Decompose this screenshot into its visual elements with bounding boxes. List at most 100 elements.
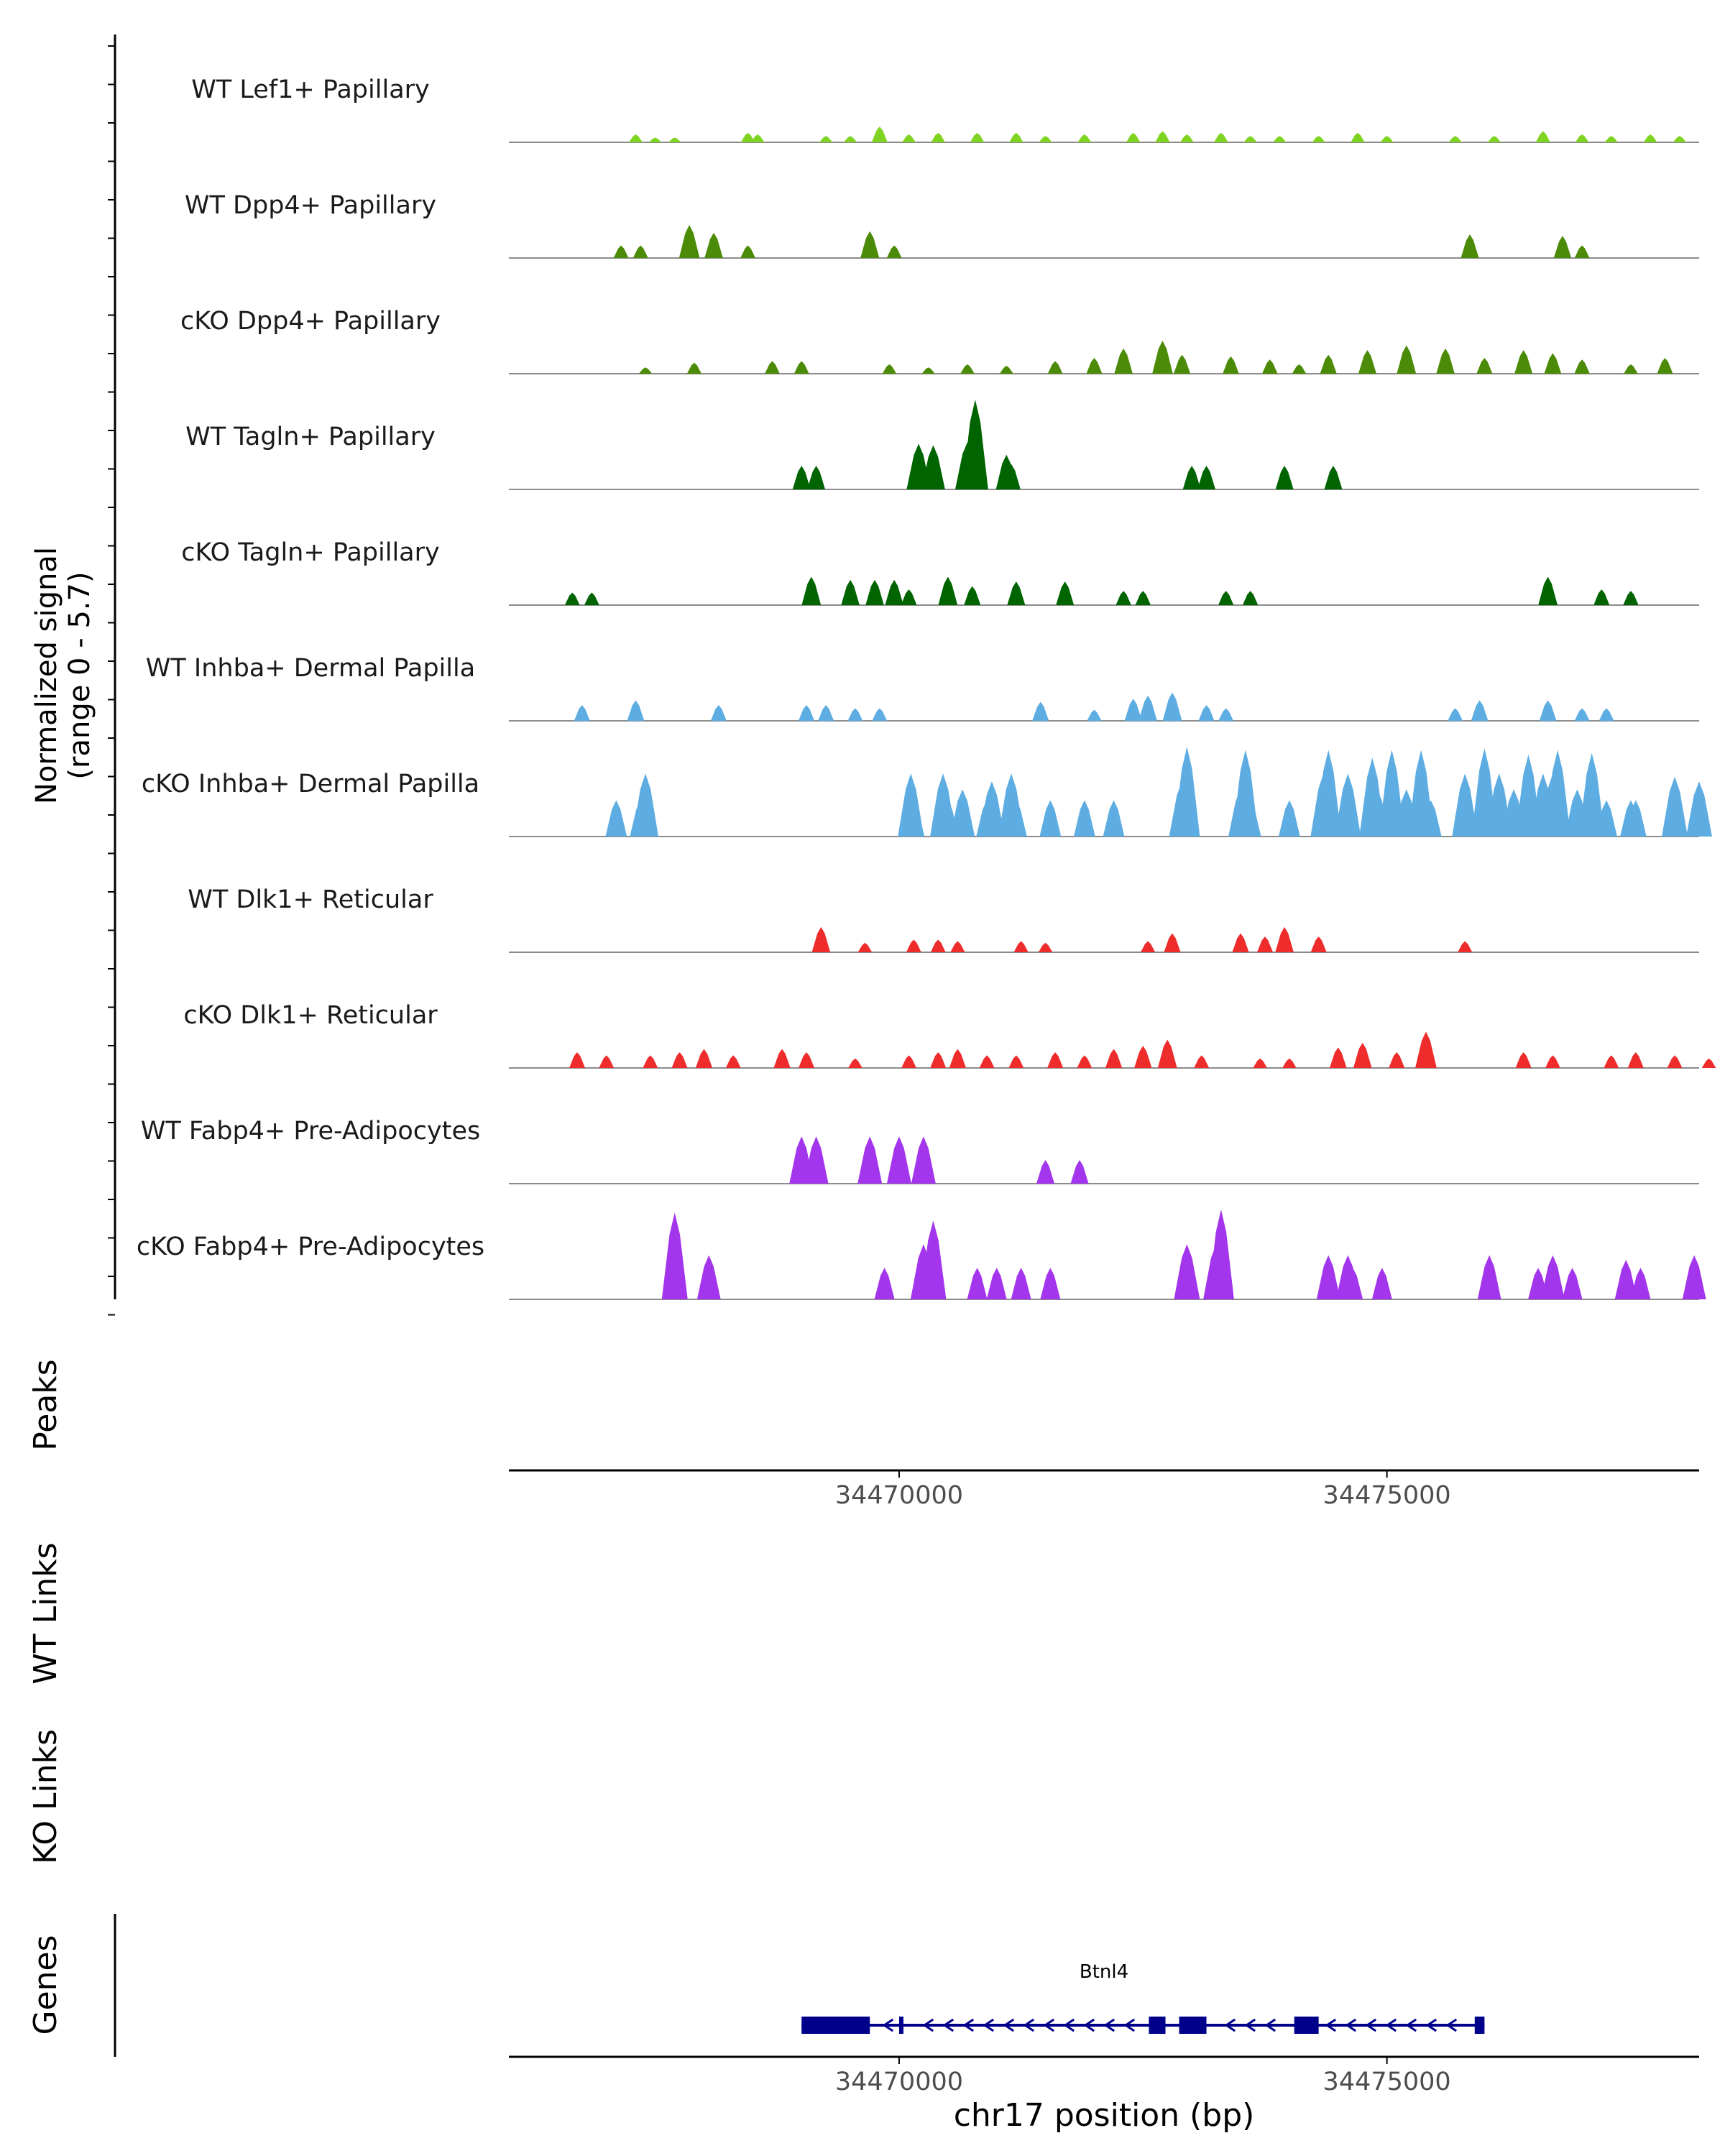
signal-peak bbox=[1197, 466, 1216, 489]
signal-peak bbox=[860, 231, 880, 258]
signal-peak bbox=[1036, 1160, 1055, 1184]
strand-arrow bbox=[1385, 2018, 1397, 2032]
signal-peak bbox=[1275, 466, 1294, 489]
signal-peak bbox=[750, 134, 765, 142]
signal-peak bbox=[804, 1136, 829, 1184]
signal-peak bbox=[1162, 692, 1182, 721]
signal-peak bbox=[1310, 936, 1327, 952]
signal-peak bbox=[1353, 1042, 1372, 1068]
signal-peak bbox=[1643, 134, 1657, 142]
signal-peak bbox=[1040, 1268, 1061, 1299]
signal-peak bbox=[1135, 591, 1151, 605]
signal-peak bbox=[627, 700, 645, 721]
signal-peak bbox=[1477, 1255, 1501, 1299]
signal-peak bbox=[1487, 136, 1501, 142]
signal-peak bbox=[1436, 348, 1455, 374]
strand-arrow bbox=[1365, 2018, 1377, 2032]
track-label: WT Lef1+ Papillary bbox=[191, 75, 430, 104]
signal-peak bbox=[1179, 134, 1194, 142]
signal-peak bbox=[1562, 1268, 1583, 1299]
x-axis-tick-label: 34475000 bbox=[1323, 1481, 1451, 1510]
track-2: WT Dpp4+ Papillary bbox=[185, 191, 1699, 259]
signal-peak bbox=[628, 134, 643, 142]
signal-peak bbox=[661, 1212, 688, 1299]
signal-peak bbox=[648, 137, 662, 142]
signal-peak bbox=[902, 134, 916, 142]
signal-axis-label-line1: Normalized signal bbox=[30, 547, 63, 804]
signal-peak bbox=[872, 708, 888, 721]
signal-peak bbox=[584, 592, 599, 605]
signal-peak bbox=[962, 400, 988, 489]
track-label: cKO Dpp4+ Papillary bbox=[180, 307, 441, 336]
signal-peak bbox=[1371, 1268, 1392, 1299]
signal-peak bbox=[1574, 245, 1590, 258]
track-5: cKO Tagln+ Papillary bbox=[181, 538, 1699, 606]
signal-peak bbox=[1002, 464, 1021, 489]
signal-peak bbox=[1124, 699, 1142, 721]
signal-peak bbox=[710, 705, 727, 721]
signal-peak bbox=[1682, 1255, 1706, 1299]
signal-peak bbox=[643, 1055, 658, 1068]
strand-arrow bbox=[962, 2018, 975, 2032]
signal-peak bbox=[1134, 1046, 1152, 1068]
signal-peak bbox=[638, 367, 653, 374]
track-7: cKO Inhba+ Dermal Papilla bbox=[142, 747, 1712, 837]
track-11: cKO Fabp4+ Pre-Adipocytes bbox=[137, 1210, 1706, 1300]
strand-arrow bbox=[1325, 2018, 1337, 2032]
signal-peak bbox=[843, 136, 857, 142]
signal-peak bbox=[1598, 708, 1614, 721]
x-axis-title: chr17 position (bp) bbox=[954, 2097, 1255, 2134]
gene-exon bbox=[1294, 2017, 1319, 2034]
genes-label: Genes bbox=[27, 1935, 64, 2035]
x-axis-tick-label: 34470000 bbox=[835, 1481, 963, 1510]
signal-peak bbox=[1173, 354, 1191, 374]
signal-peak bbox=[1116, 591, 1131, 605]
signal-peak bbox=[921, 367, 935, 374]
gene-exon bbox=[1149, 2017, 1166, 2034]
strand-arrow bbox=[882, 2018, 894, 2032]
signal-peak bbox=[930, 939, 946, 952]
signal-peak bbox=[1312, 136, 1325, 142]
signal-peak bbox=[885, 579, 903, 605]
signal-peak bbox=[632, 773, 659, 837]
signal-peak bbox=[1047, 361, 1063, 374]
signal-peak bbox=[1620, 800, 1642, 837]
signal-peak bbox=[1005, 800, 1027, 837]
genes-x-axis-ticks: 34470000 34475000 bbox=[835, 2057, 1451, 2096]
signal-peak bbox=[1198, 705, 1215, 721]
signal-peak bbox=[564, 592, 580, 605]
track-6: WT Inhba+ Dermal Papilla bbox=[146, 654, 1699, 722]
track-label: WT Fabp4+ Pre-Adipocytes bbox=[141, 1117, 480, 1146]
x-axis-tick-label: 34470000 bbox=[835, 2068, 963, 2096]
signal-peak bbox=[668, 137, 681, 142]
signal-tracks: WT Lef1+ Papillary WT Dpp4+ Papillary cKO … bbox=[137, 75, 1716, 1300]
signal-peak bbox=[1056, 581, 1075, 605]
signal-peak bbox=[901, 1055, 916, 1068]
signal-peak bbox=[871, 126, 888, 142]
signal-peak bbox=[1194, 1055, 1210, 1068]
signal-peak bbox=[848, 1058, 862, 1068]
signal-peak bbox=[964, 586, 981, 605]
track-label: WT Tagln+ Papillary bbox=[185, 423, 436, 451]
signal-peak bbox=[874, 1268, 895, 1299]
signal-peak bbox=[1256, 936, 1273, 952]
signal-peak bbox=[1351, 132, 1365, 142]
signal-peak bbox=[967, 1268, 988, 1299]
signal-peak bbox=[1553, 236, 1572, 258]
track-label: cKO Tagln+ Papillary bbox=[181, 538, 440, 567]
track-label: WT Inhba+ Dermal Papilla bbox=[146, 654, 475, 683]
signal-peak bbox=[1282, 1058, 1297, 1068]
x-axis-tick-label: 34475000 bbox=[1323, 2068, 1451, 2096]
signal-peak bbox=[1279, 800, 1300, 837]
signal-peak bbox=[1604, 136, 1619, 142]
signal-peak bbox=[1476, 358, 1493, 374]
track-4: WT Tagln+ Papillary bbox=[185, 400, 1699, 490]
signal-peak bbox=[671, 1052, 688, 1068]
gene-exon bbox=[1474, 2017, 1485, 2034]
signal-peak bbox=[1218, 708, 1234, 721]
track-8: WT Dlk1+ Reticular bbox=[188, 885, 1699, 953]
signal-peak bbox=[1232, 933, 1249, 952]
signal-peak bbox=[1604, 1055, 1619, 1068]
signal-peak bbox=[1630, 1268, 1651, 1299]
signal-peak bbox=[1008, 1055, 1024, 1068]
